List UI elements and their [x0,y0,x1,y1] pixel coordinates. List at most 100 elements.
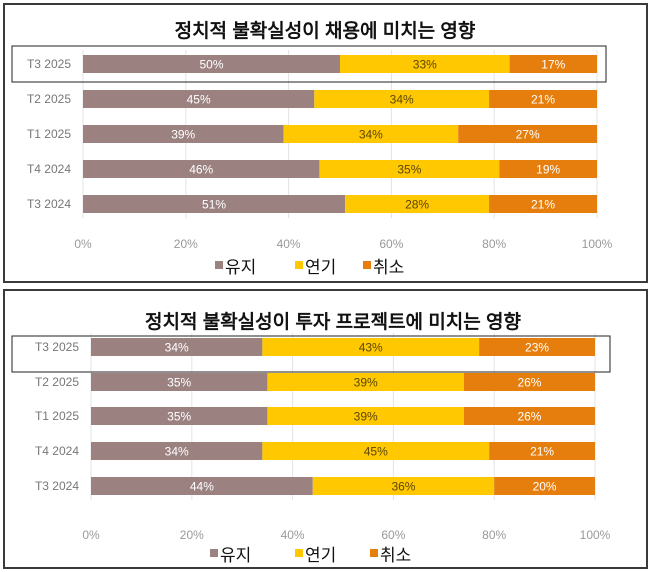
data-label: 44% [190,480,214,494]
x-tick-label: 100% [582,237,613,251]
x-tick-label: 40% [281,528,305,542]
data-label: 39% [354,410,378,424]
bar-segment-연기 [267,407,464,425]
data-label: 51% [202,198,226,212]
x-tick-label: 40% [277,237,301,251]
legend-swatch [363,261,371,269]
bar-segment-연기 [267,373,464,391]
x-tick-label: 80% [482,528,506,542]
data-label: 20% [533,480,557,494]
bar-segment-연기 [345,195,490,213]
legend-swatch [210,549,218,557]
x-tick-label: 60% [379,237,403,251]
data-label: 34% [359,128,383,142]
bar-segment-유지 [83,195,346,213]
investment-chart-panel: 정치적 불확실성이 투자 프로젝트에 미치는 영향 0% 20% 40% 60% 80%… [3,289,648,569]
category-label: T3 2024 [27,197,71,211]
bar-segment-취소 [489,90,597,108]
bar-segment-연기 [262,442,490,460]
legend-label: 유지 [220,546,251,565]
data-label: 21% [530,445,554,459]
bar-segment-유지 [83,55,340,73]
bar-segment-취소 [494,477,595,495]
bar-segment-취소 [489,442,595,460]
data-label: 21% [531,93,555,107]
bar-segment-유지 [91,407,268,425]
bar-segment-취소 [509,55,597,73]
data-label: 45% [187,93,211,107]
highlight-box [11,45,607,83]
data-label: 50% [199,58,223,72]
legend-label: 연기 [305,258,336,277]
data-label: 34% [390,93,414,107]
legend-swatch [370,549,378,557]
data-label: 27% [516,128,540,142]
legend-swatch [295,261,303,269]
data-label: 39% [354,376,378,390]
category-label: T3 2025 [35,340,79,354]
bar-segment-취소 [458,125,597,143]
legend-swatch [215,261,223,269]
bar-segment-취소 [463,373,595,391]
bar-segment-연기 [340,55,510,73]
bar-segment-유지 [91,373,268,391]
data-label: 19% [536,163,560,177]
data-label: 35% [397,163,421,177]
data-label: 21% [531,198,555,212]
data-label: 26% [517,376,541,390]
data-label: 34% [165,341,189,355]
category-label: T2 2025 [27,92,71,106]
x-tick-label: 100% [580,528,611,542]
data-label: 23% [525,341,549,355]
hiring-chart-panel: 정치적 불확실성이 채용에 미치는 영향 0% 20% 40% 60% 80% 100% T… [3,3,648,283]
category-label: T4 2024 [27,162,71,176]
bar-segment-유지 [91,338,263,356]
x-tick-label: 20% [180,528,204,542]
legend-label: 유지 [225,258,256,277]
category-label: T3 2024 [35,479,79,493]
data-label: 39% [171,128,195,142]
data-label: 26% [517,410,541,424]
bar-segment-취소 [489,195,597,213]
bar-segment-연기 [314,90,490,108]
bar-segment-취소 [463,407,595,425]
category-label: T2 2025 [35,375,79,389]
legend-label: 연기 [305,546,336,565]
bar-segment-유지 [83,90,315,108]
bar-segment-유지 [83,160,320,178]
hiring-chart: 정치적 불확실성이 채용에 미치는 영향 0% 20% 40% 60% 80% 100% T… [11,19,613,277]
category-label: T4 2024 [35,444,79,458]
investment-chart: 정치적 불확실성이 투자 프로젝트에 미치는 영향 0% 20% 40% 60% 80%… [11,310,611,565]
x-tick-label: 0% [74,237,92,251]
data-label: 34% [165,445,189,459]
legend-label: 취소 [380,546,411,565]
chart-title: 정치적 불확실성이 투자 프로젝트에 미치는 영향 [145,310,522,333]
data-label: 28% [405,198,429,212]
data-label: 33% [413,58,437,72]
data-label: 35% [167,376,191,390]
bar-segment-유지 [91,477,313,495]
data-label: 17% [541,58,565,72]
x-tick-label: 20% [174,237,198,251]
highlight-box [11,335,611,373]
category-label: T3 2025 [27,57,71,71]
x-tick-label: 60% [381,528,405,542]
bar-segment-연기 [312,477,495,495]
bar-segment-유지 [91,442,263,460]
bar-segment-연기 [283,125,459,143]
data-label: 45% [364,445,388,459]
category-label: T1 2025 [35,409,79,423]
data-label: 35% [167,410,191,424]
bar-segment-취소 [479,338,595,356]
bar-segment-취소 [499,160,597,178]
x-tick-label: 80% [482,237,506,251]
bar-segment-연기 [319,160,500,178]
chart-title: 정치적 불확실성이 채용에 미치는 영향 [175,19,476,42]
legend-swatch [295,549,303,557]
bar-segment-연기 [262,338,480,356]
data-label: 46% [189,163,213,177]
bar-segment-유지 [83,125,284,143]
data-label: 43% [359,341,383,355]
data-label: 36% [391,480,415,494]
category-label: T1 2025 [27,127,71,141]
